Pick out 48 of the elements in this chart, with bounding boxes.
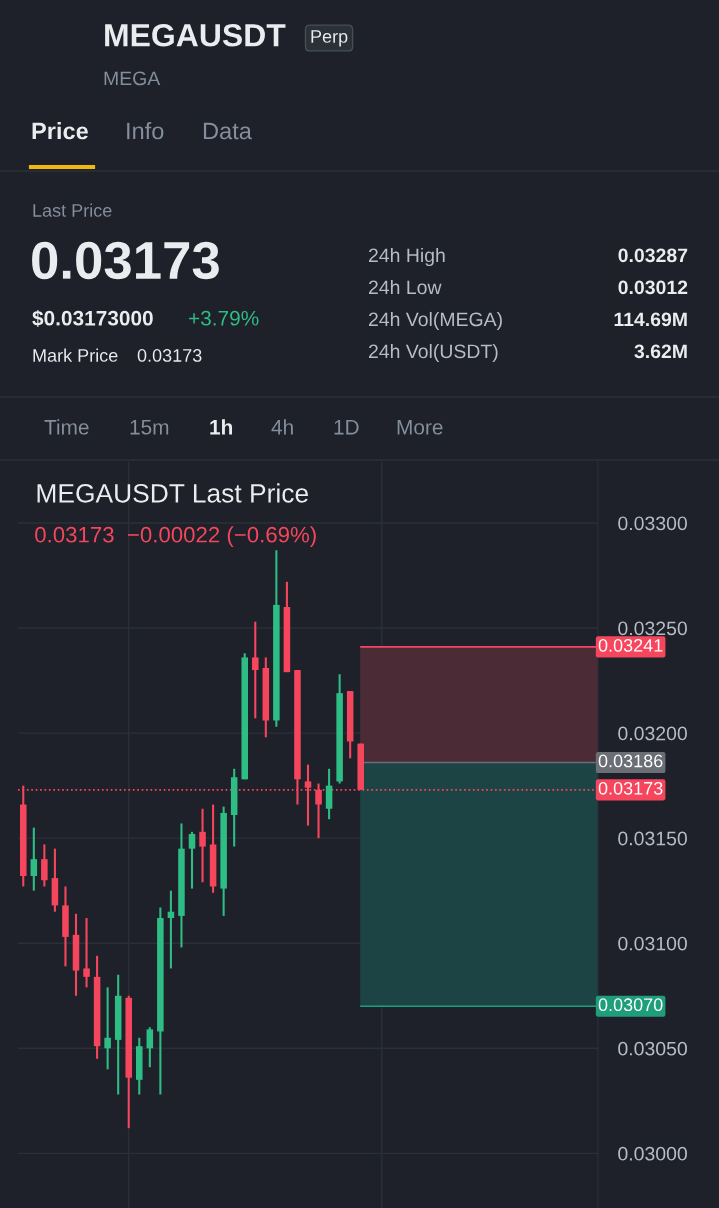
ref-line-label: 0.03070 [598, 998, 663, 1012]
ref-line-label: 0.03173 [598, 781, 663, 795]
text: 1h [210, 419, 233, 435]
text: MEGA [104, 71, 161, 86]
candlestick [104, 986, 111, 1071]
text: Time [44, 419, 89, 435]
text: 0.03173 −0.00022 (−0.69%) [35, 526, 316, 547]
y-tick-label: 0.03200 [618, 726, 687, 741]
text: 0.03287 [618, 248, 688, 263]
y-tick-label: 0.03300 [618, 516, 687, 531]
text: +3.79% [189, 310, 259, 326]
candlestick [188, 830, 196, 890]
candlestick [41, 843, 48, 888]
text: MEGAUSDT Last Price [37, 483, 308, 503]
text: 4h [271, 419, 293, 435]
candlestick [252, 620, 259, 720]
y-tick-label: 0.03000 [618, 1146, 687, 1161]
candlestick [325, 767, 333, 821]
text: Info [127, 122, 164, 140]
candlestick [83, 916, 90, 989]
y-tick-label: 0.03250 [618, 621, 687, 636]
text: Perp [311, 30, 348, 47]
y-tick-label: 0.03150 [618, 831, 687, 846]
text: Data [203, 122, 252, 140]
text: MEGAUSDT [105, 23, 286, 47]
text: 24h Vol(USDT) [368, 343, 498, 363]
text: 3.62M [634, 344, 687, 359]
text: 24h High [368, 247, 445, 267]
text: 0.03173 [137, 349, 202, 362]
text: 0.03012 [618, 280, 688, 295]
ref-line-label: 0.03186 [598, 754, 663, 768]
y-tick-label: 0.03100 [618, 936, 687, 951]
candlestick [146, 1026, 154, 1069]
text: 114.69M [614, 312, 687, 327]
text: $0.03173000 [32, 309, 153, 327]
text: 1D [334, 420, 359, 435]
text: Price [32, 122, 88, 140]
text: 15m [130, 420, 169, 435]
ref-line-label: 0.03241 [598, 638, 663, 652]
text: Mark Price [33, 348, 118, 362]
text: 0.03173 [32, 241, 219, 280]
text: More [397, 420, 443, 435]
y-tick-label: 0.03050 [618, 1041, 687, 1056]
candlestick [199, 807, 206, 884]
text: 24h Vol(MEGA) [368, 311, 502, 331]
text: Last Price [33, 203, 112, 217]
text: 24h Low [368, 279, 442, 295]
candlestick [30, 826, 38, 892]
